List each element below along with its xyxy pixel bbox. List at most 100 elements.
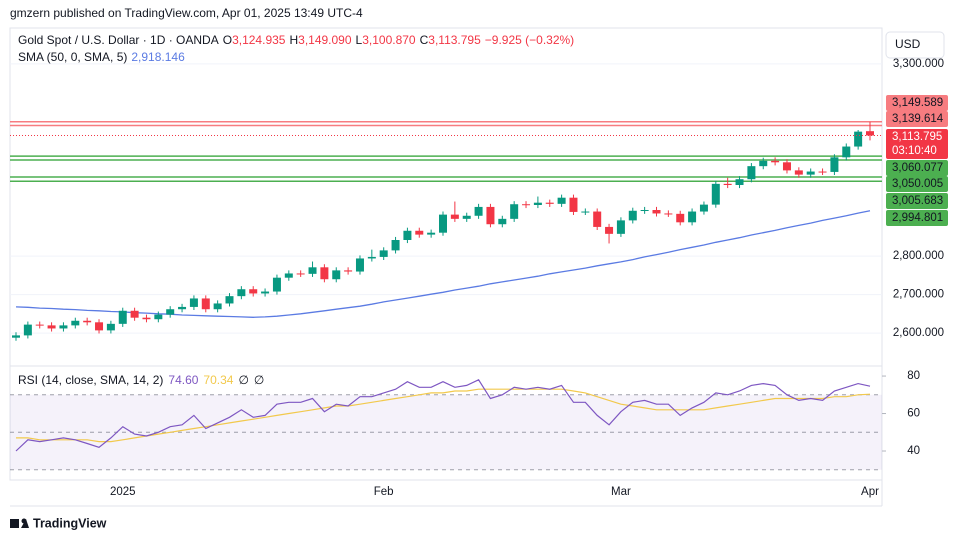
- level-label-box: [886, 111, 948, 127]
- publisher: gmzern published on TradingView.com, Apr…: [10, 6, 363, 20]
- candle-body: [367, 256, 376, 259]
- candle-body: [688, 211, 697, 223]
- x-tick-label: Feb: [374, 486, 394, 498]
- candle-body: [213, 303, 222, 310]
- candle-body: [723, 183, 732, 185]
- level-label: 3,139.614: [892, 113, 944, 125]
- candle-body: [59, 325, 68, 329]
- candle-body: [652, 210, 661, 214]
- rsi-tick-label: 80: [907, 370, 920, 382]
- candle-body: [462, 215, 471, 219]
- level-label-box: [886, 210, 948, 226]
- candle-body: [142, 317, 151, 320]
- candle-body: [106, 323, 115, 331]
- candle-body: [640, 210, 649, 211]
- rsi-value: 74.60: [168, 373, 198, 387]
- candle-body: [296, 273, 305, 275]
- rsi-value: 70.34: [203, 373, 233, 387]
- candle-body: [201, 298, 210, 310]
- candle-body: [498, 218, 507, 225]
- legend: RSI (14, close, SMA, 14, 2) 74.60 70.34 ∅ ∅: [18, 373, 264, 387]
- candle-body: [332, 270, 341, 280]
- currency: USD: [895, 37, 921, 51]
- candle-body: [747, 166, 756, 180]
- candle-body: [249, 289, 258, 294]
- ohlc-value: 3,124.935: [232, 33, 286, 47]
- sma-name: SMA (50, 0, SMA, 5): [18, 50, 127, 64]
- candle-body: [771, 160, 780, 163]
- y-tick-label: 2,600.000: [893, 327, 944, 339]
- legend: Gold Spot / U.S. Dollar · 1D · OANDA O3,1…: [18, 33, 574, 47]
- candle-body: [806, 171, 815, 175]
- candle-body: [355, 258, 364, 272]
- currency-button[interactable]: [885, 31, 945, 59]
- candle-body: [439, 214, 447, 233]
- candle-body: [166, 309, 175, 315]
- candle-body: [154, 314, 163, 320]
- level-label-box: [886, 95, 948, 111]
- rsi-tick-label: 40: [907, 445, 920, 457]
- ohlc-key: C: [420, 33, 429, 47]
- countdown: 03:10:40: [892, 145, 937, 157]
- symbol-title: Gold Spot / U.S. Dollar · 1D · OANDA: [18, 33, 219, 47]
- ohlc-value: 3,100.870: [362, 33, 416, 47]
- x-tick-label: Mar: [611, 486, 631, 498]
- x-tick-label: Apr: [861, 486, 879, 498]
- ohlc-key: L: [356, 33, 363, 47]
- ohlc-key: O: [223, 33, 232, 47]
- rsi-sma-line: [16, 388, 871, 443]
- level-label-box: [886, 193, 948, 209]
- rsi-name: RSI (14, close, SMA, 14, 2): [18, 373, 163, 387]
- candle-body: [12, 335, 20, 338]
- candle-body: [427, 232, 436, 235]
- candle-body: [522, 204, 531, 206]
- candle-body: [47, 325, 56, 329]
- candle-body: [320, 267, 329, 280]
- candle-body: [545, 202, 554, 204]
- rsi-value: ∅: [238, 373, 248, 387]
- candle-body: [379, 250, 388, 257]
- candle-body: [605, 226, 614, 234]
- candle-body: [344, 270, 353, 272]
- candle-body: [415, 230, 424, 235]
- candle-body: [854, 131, 863, 147]
- ohlc-value: 3,149.090: [298, 33, 352, 47]
- candle-body: [628, 210, 637, 221]
- candle-body: [557, 197, 566, 204]
- level-label-box: [886, 160, 948, 176]
- candle-body: [782, 162, 791, 171]
- brand-logo: [10, 518, 29, 528]
- candle-body: [237, 289, 246, 297]
- y-tick-label: 2,800.000: [893, 250, 944, 262]
- candle-body: [676, 213, 685, 223]
- x-tick-label: 2025: [110, 486, 136, 498]
- candle-body: [391, 240, 400, 251]
- legend: SMA (50, 0, SMA, 5) 2,918.146: [18, 50, 185, 64]
- candle-body: [225, 296, 234, 304]
- level-label-box: [886, 176, 948, 192]
- y-tick-label: 3,300.000: [893, 58, 944, 70]
- candle-body: [569, 197, 578, 212]
- brand: TradingView: [33, 516, 107, 530]
- candle-body: [474, 206, 483, 216]
- candle-body: [284, 273, 293, 278]
- candle-body: [866, 131, 874, 136]
- last-price-box: [886, 129, 948, 159]
- candle-body: [189, 298, 198, 307]
- candle-body: [830, 157, 839, 172]
- level-label: 3,060.077: [892, 162, 943, 174]
- y-tick-label: 2,700.000: [893, 289, 944, 301]
- ohlc-value: 3,113.795: [428, 33, 481, 47]
- candle-body: [95, 322, 104, 331]
- level-label: 3,005.683: [892, 195, 943, 207]
- candle-body: [759, 160, 768, 167]
- candle-body: [178, 306, 187, 310]
- candle-body: [711, 183, 720, 205]
- candle-body: [272, 277, 281, 292]
- candle-body: [450, 214, 459, 219]
- candle-body: [533, 202, 542, 205]
- ohlc-key: H: [289, 33, 298, 47]
- candle-body: [581, 211, 590, 213]
